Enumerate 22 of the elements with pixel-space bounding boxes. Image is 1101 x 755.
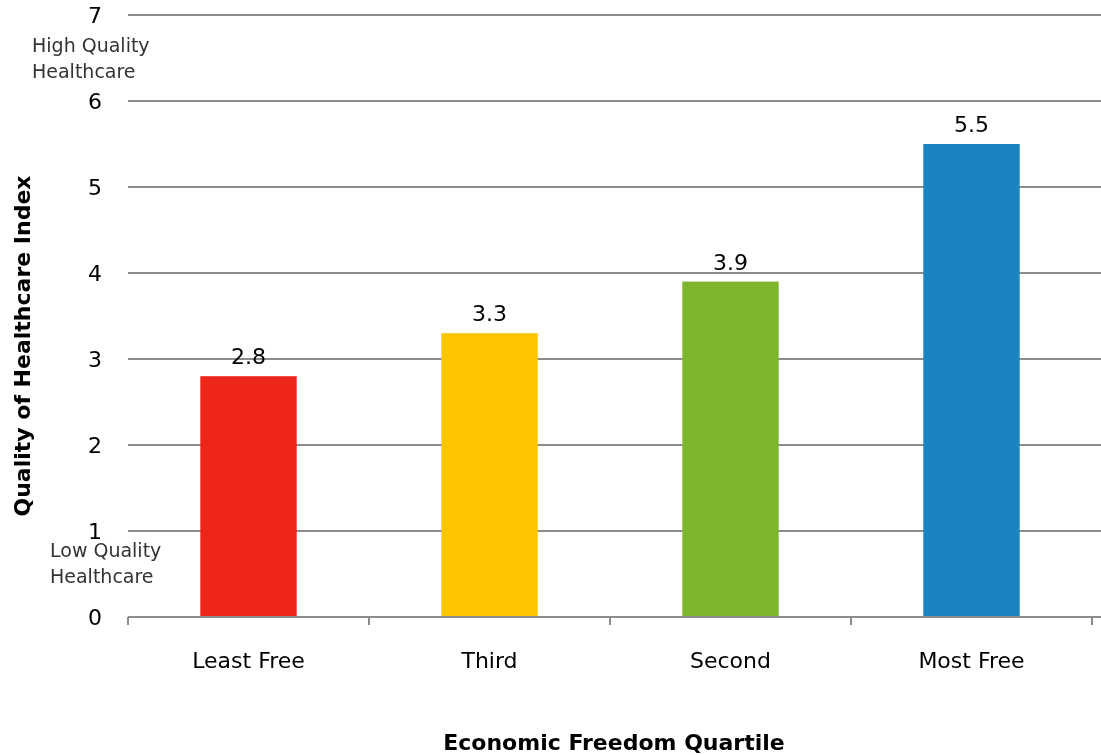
bar — [441, 333, 538, 617]
y-tick-label: 3 — [88, 346, 102, 372]
data-label: 2.8 — [231, 344, 266, 370]
y-tick-label: 0 — [88, 604, 102, 630]
annotation: High Quality Healthcare — [32, 34, 150, 82]
bar — [200, 376, 297, 617]
x-tick-label: Third — [460, 648, 518, 673]
y-tick-label: 5 — [88, 174, 102, 200]
bar — [923, 144, 1020, 617]
data-label: 3.9 — [713, 249, 748, 275]
bar — [682, 281, 779, 617]
x-tick-label: Second — [690, 648, 771, 673]
x-axis-title: Economic Freedom Quartile — [443, 730, 785, 755]
y-tick-label: 7 — [88, 2, 102, 28]
data-label: 5.5 — [954, 112, 989, 137]
y-tick-label: 2 — [88, 432, 102, 458]
y-tick-label: 4 — [88, 260, 102, 286]
x-tick-label: Least Free — [192, 648, 305, 673]
y-tick-label: 6 — [88, 88, 102, 114]
y-axis-title: Quality of Healthcare Index — [10, 175, 35, 517]
x-tick-label: Most Free — [918, 648, 1025, 673]
data-label: 3.3 — [472, 301, 507, 327]
